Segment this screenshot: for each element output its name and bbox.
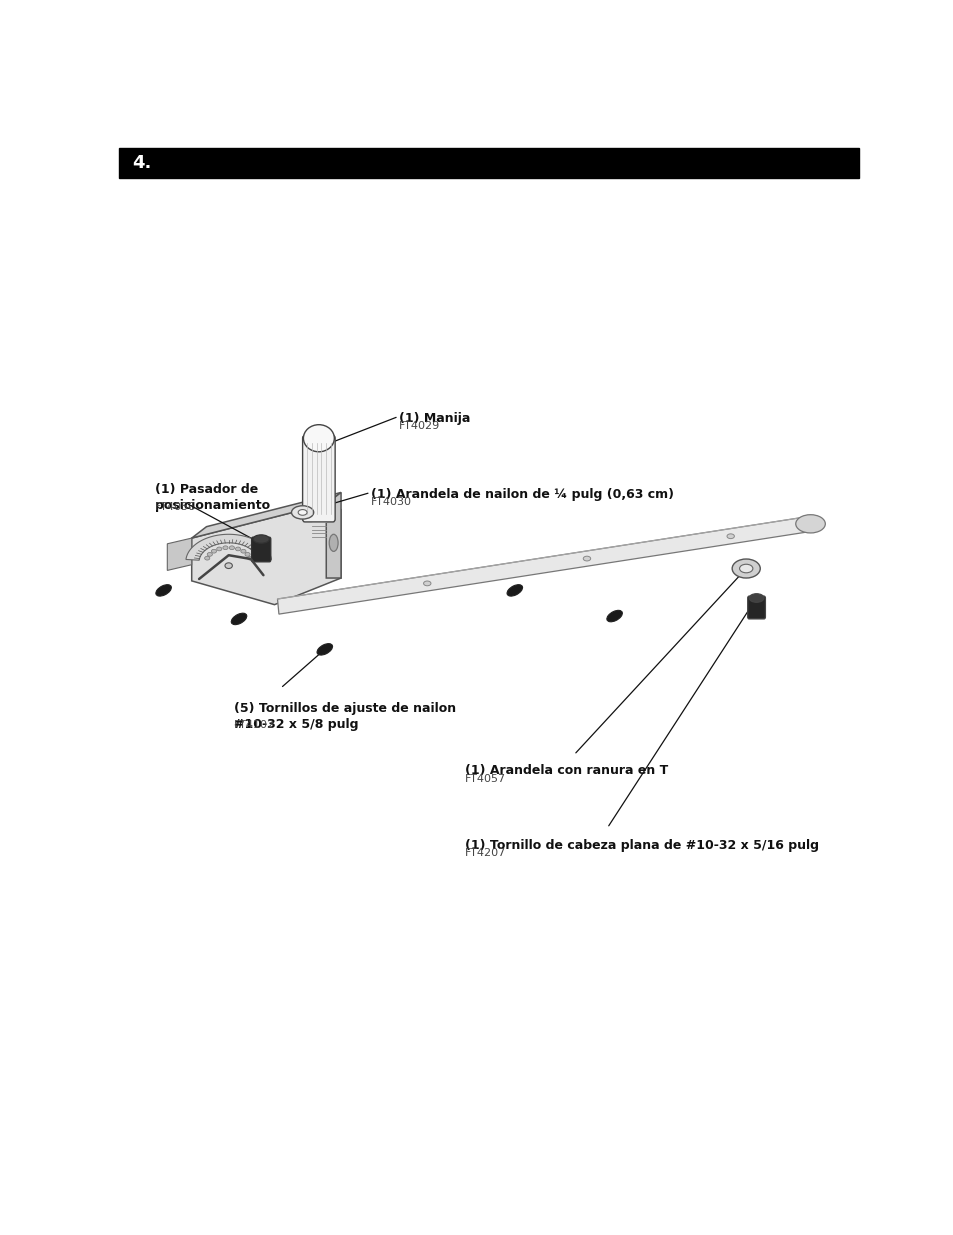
Ellipse shape <box>247 556 253 561</box>
Text: (5) Tornillos de ajuste de nailon
#10-32 x 5/8 pulg: (5) Tornillos de ajuste de nailon #10-32… <box>233 701 456 731</box>
Ellipse shape <box>229 546 234 550</box>
Ellipse shape <box>303 425 334 452</box>
Text: (1) Arandela con ranura en T: (1) Arandela con ranura en T <box>465 764 668 777</box>
Ellipse shape <box>507 584 522 597</box>
Ellipse shape <box>606 610 621 621</box>
Ellipse shape <box>212 550 216 553</box>
Polygon shape <box>186 535 271 561</box>
Ellipse shape <box>329 535 337 551</box>
Text: FT4102: FT4102 <box>233 720 274 730</box>
Polygon shape <box>277 516 810 614</box>
Ellipse shape <box>155 584 172 597</box>
Ellipse shape <box>795 515 824 534</box>
Text: FT4029: FT4029 <box>398 421 439 431</box>
Polygon shape <box>167 538 192 571</box>
Ellipse shape <box>245 552 250 556</box>
Ellipse shape <box>316 643 333 655</box>
Ellipse shape <box>205 556 210 561</box>
Polygon shape <box>192 493 341 538</box>
Ellipse shape <box>235 547 240 551</box>
FancyBboxPatch shape <box>252 537 271 562</box>
Ellipse shape <box>253 535 269 543</box>
Ellipse shape <box>739 564 752 573</box>
Ellipse shape <box>582 556 590 561</box>
Ellipse shape <box>240 550 246 553</box>
Text: 4.: 4. <box>132 154 152 172</box>
Ellipse shape <box>748 594 763 603</box>
Text: FT4207: FT4207 <box>465 848 506 858</box>
Ellipse shape <box>726 534 734 538</box>
Text: (1) Manija: (1) Manija <box>398 411 470 425</box>
Ellipse shape <box>225 563 233 568</box>
Polygon shape <box>192 504 341 605</box>
Ellipse shape <box>207 552 213 556</box>
Text: FT4030: FT4030 <box>370 496 411 508</box>
Ellipse shape <box>231 614 247 625</box>
Polygon shape <box>326 493 341 578</box>
Text: FT4057: FT4057 <box>465 774 506 784</box>
Bar <box>119 148 858 178</box>
Text: (1) Arandela de nailon de ¼ pulg (0,63 cm): (1) Arandela de nailon de ¼ pulg (0,63 c… <box>370 488 673 500</box>
FancyBboxPatch shape <box>747 597 764 619</box>
FancyBboxPatch shape <box>302 436 335 522</box>
Text: FT4056: FT4056 <box>154 501 195 511</box>
Text: (1) Tornillo de cabeza plana de #10-32 x 5/16 pulg: (1) Tornillo de cabeza plana de #10-32 x… <box>465 839 819 852</box>
Ellipse shape <box>298 510 307 515</box>
Ellipse shape <box>292 506 314 519</box>
Ellipse shape <box>216 547 222 551</box>
Text: (1) Pasador de
posicionamiento: (1) Pasador de posicionamiento <box>154 483 270 513</box>
Ellipse shape <box>731 559 760 578</box>
Ellipse shape <box>223 546 228 550</box>
Ellipse shape <box>423 580 431 585</box>
